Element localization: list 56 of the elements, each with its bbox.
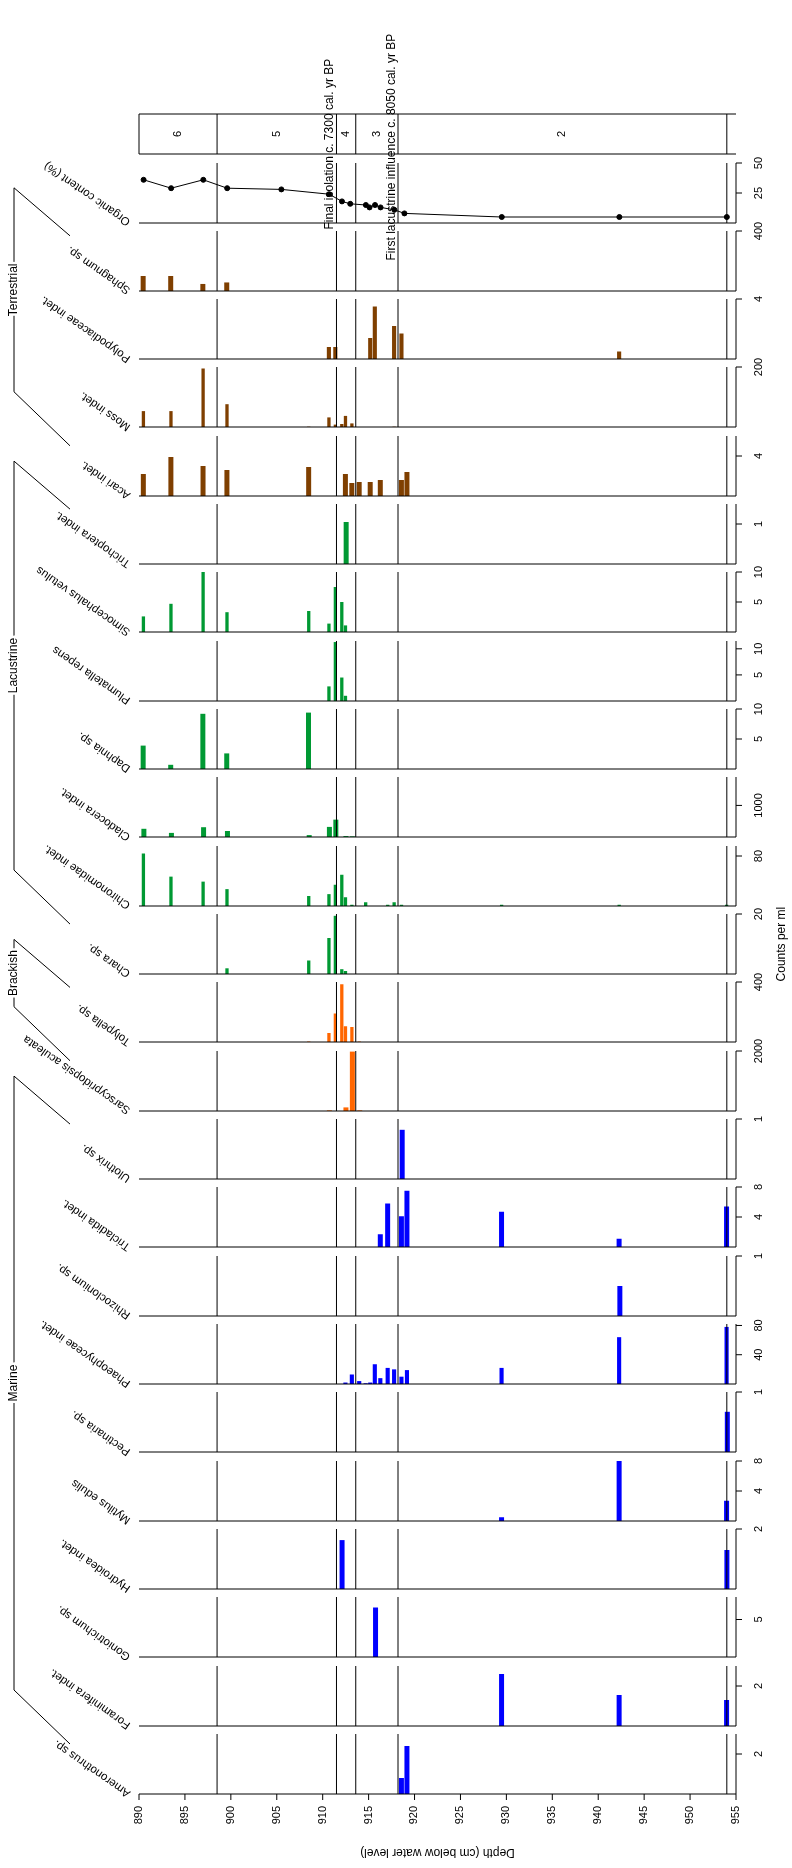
- y-axis-title: Counts per ml: [774, 906, 789, 982]
- y-tick-label: 80: [752, 1319, 764, 1332]
- y-tick-label: 4: [752, 452, 764, 459]
- text: 5: [269, 130, 282, 138]
- x-tick-label: 950: [682, 1806, 695, 1825]
- y-tick-label: 5: [752, 1616, 764, 1623]
- x-tick-label: 900: [223, 1806, 236, 1825]
- x-tick-label: 930: [499, 1806, 512, 1825]
- y-tick-label: 8: [752, 1457, 764, 1464]
- y-tick-label: 80: [752, 849, 764, 862]
- y-tick-label: 25: [752, 186, 764, 199]
- x-tick-label: 905: [269, 1806, 282, 1825]
- y-tick-label: 400: [752, 221, 764, 240]
- y-tick-label: 20: [752, 907, 764, 921]
- text: 6: [170, 130, 183, 138]
- y-tick-label: 10: [752, 642, 764, 655]
- y-tick-label: 2000: [752, 1038, 764, 1063]
- y-tick-label: 2: [752, 1750, 764, 1758]
- y-tick-label: 8: [752, 1184, 764, 1191]
- x-tick-label: 940: [591, 1806, 604, 1825]
- x-tick-label: 925: [453, 1806, 466, 1825]
- y-tick-label: 2: [752, 1525, 764, 1533]
- y-tick-label: 4: [752, 1487, 764, 1494]
- y-tick-label: 1: [752, 1252, 764, 1259]
- text: 4: [339, 130, 352, 138]
- x-tick-label: 915: [361, 1806, 374, 1825]
- y-tick-label: 5: [752, 599, 764, 606]
- x-tick-label: 920: [407, 1806, 420, 1825]
- y-tick-label: 5: [752, 736, 764, 743]
- text: Brackish: [6, 950, 21, 997]
- y-tick-label: 400: [752, 973, 764, 992]
- x-tick-label: 945: [637, 1806, 650, 1825]
- x-tick-label: 935: [545, 1806, 558, 1825]
- y-tick-label: 200: [752, 358, 764, 377]
- y-tick-label: 1: [752, 1116, 764, 1123]
- x-tick-label: 895: [177, 1806, 190, 1825]
- text: Marine: [6, 1364, 21, 1402]
- x-tick-label: 955: [728, 1806, 741, 1825]
- y-tick-label: 2: [752, 1682, 764, 1689]
- x-tick-label: 910: [315, 1806, 328, 1825]
- x-tick-label: 890: [131, 1806, 144, 1825]
- text: 3: [369, 130, 382, 138]
- y-tick-label: 4: [752, 1214, 764, 1221]
- y-tick-label: 40: [752, 1348, 764, 1361]
- x-axis-title: Depth (cm below water level): [360, 1845, 515, 1860]
- y-tick-label: 1: [752, 1389, 764, 1396]
- y-tick-label: 10: [752, 566, 764, 579]
- y-tick-label: 10: [752, 702, 764, 716]
- text: Lacustrine: [6, 637, 21, 694]
- y-tick-label: 50: [752, 156, 764, 169]
- text: 2: [555, 130, 568, 138]
- y-tick-label: 1: [752, 521, 764, 528]
- text: Terrestrial: [6, 263, 21, 317]
- y-tick-label: 4: [752, 296, 764, 303]
- y-tick-label: 5: [752, 671, 764, 678]
- y-tick-label: 1000: [752, 793, 764, 819]
